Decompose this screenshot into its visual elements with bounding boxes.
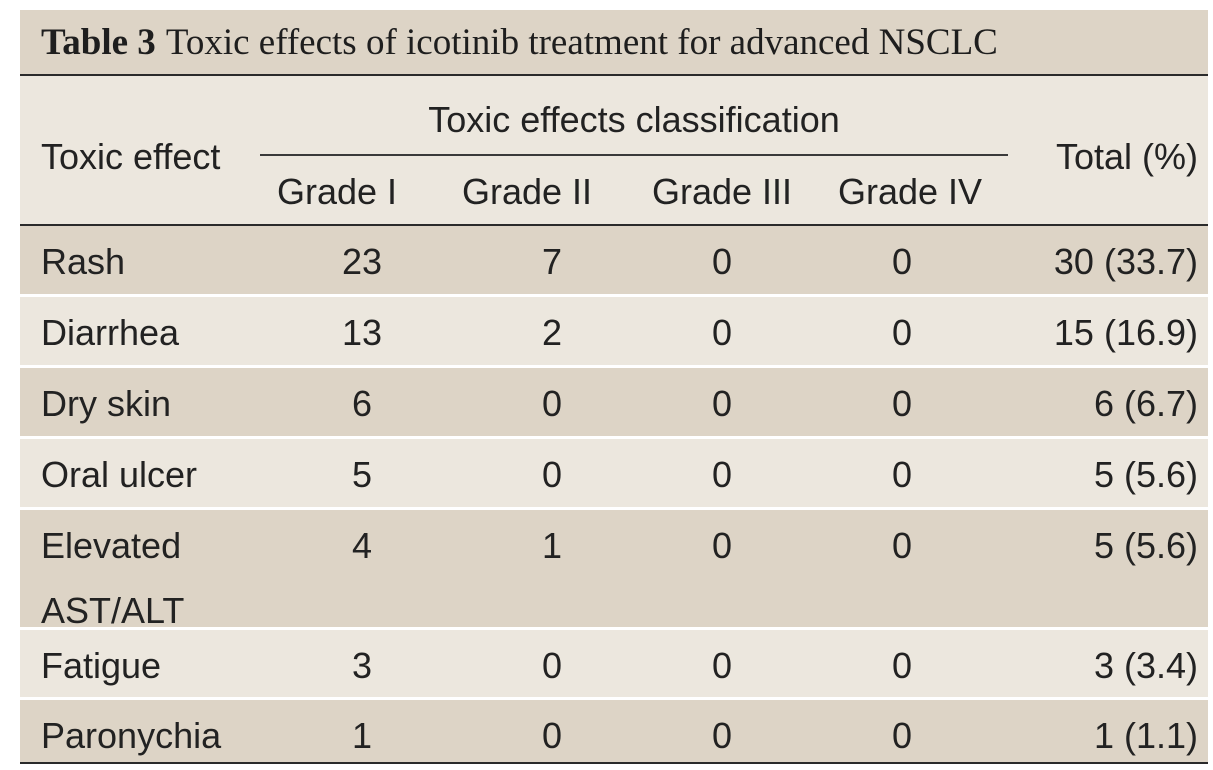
row-toxic-effect: Rash — [41, 241, 126, 282]
row-total: 15 (16.9) — [1053, 312, 1198, 353]
table-row: Diarrhea 13 2 0 0 15 (16.9) — [20, 297, 1208, 368]
table-header: Toxic effect Toxic effects classificatio… — [20, 76, 1208, 224]
table-row: Fatigue 3 0 0 0 3 (3.4) — [20, 630, 1208, 700]
table-number: Table 3 — [41, 21, 156, 63]
row-grade-1-count: 4 — [351, 525, 373, 566]
row-separator — [20, 436, 1208, 439]
row-grade-4-count: 0 — [891, 525, 913, 566]
header-grade-3: Grade III — [651, 171, 793, 212]
row-grade-4-count: 0 — [891, 715, 913, 756]
table-row: Oral ulcer 5 0 0 0 5 (5.6) — [20, 439, 1208, 510]
row-grade-4-count: 0 — [891, 645, 913, 686]
row-grade-3-count: 0 — [711, 645, 733, 686]
row-total: 5 (5.6) — [1093, 454, 1198, 495]
row-grade-3-count: 0 — [711, 312, 733, 353]
row-total: 5 (5.6) — [1093, 525, 1198, 566]
row-grade-4-count: 0 — [891, 383, 913, 424]
row-separator — [20, 294, 1208, 297]
row-grade-2-count: 0 — [541, 715, 563, 756]
table-caption: Table 3 Toxic effects of icotinib treatm… — [20, 10, 1208, 74]
row-grade-3-count: 0 — [711, 454, 733, 495]
row-grade-1-count: 5 — [351, 454, 373, 495]
header-toxic-effect: Toxic effect — [41, 136, 221, 177]
row-grade-2-count: 0 — [541, 645, 563, 686]
row-grade-2-count: 0 — [541, 454, 563, 495]
row-grade-2-count: 2 — [541, 312, 563, 353]
row-grade-3-count: 0 — [711, 525, 733, 566]
row-total: 1 (1.1) — [1093, 715, 1198, 756]
header-total: Total (%) — [1055, 136, 1198, 177]
row-grade-4-count: 0 — [891, 454, 913, 495]
table-row: Elevated AST/ALT 4 1 0 0 5 (5.6) — [20, 510, 1208, 631]
row-grade-2-count: 0 — [541, 383, 563, 424]
data-table: Table 3 Toxic effects of icotinib treatm… — [20, 10, 1208, 766]
table-row: Rash 23 7 0 0 30 (33.7) — [20, 226, 1208, 297]
row-toxic-effect: Fatigue — [41, 645, 162, 686]
header-grade-4: Grade IV — [837, 171, 983, 212]
row-grade-3-count: 0 — [711, 383, 733, 424]
header-rule — [20, 224, 1208, 226]
row-separator — [20, 627, 1208, 630]
row-separator — [20, 697, 1208, 700]
row-grade-4-count: 0 — [891, 241, 913, 282]
row-total: 6 (6.7) — [1093, 383, 1198, 424]
row-toxic-effect: AST/ALT — [41, 590, 185, 631]
table-row: Paronychia 1 0 0 0 1 (1.1) — [20, 700, 1208, 762]
table-row: Dry skin 6 0 0 0 6 (6.7) — [20, 368, 1208, 439]
row-separator — [20, 365, 1208, 368]
row-grade-2-count: 7 — [541, 241, 563, 282]
row-toxic-effect: Oral ulcer — [41, 454, 198, 495]
row-grade-1-count: 23 — [341, 241, 383, 282]
row-grade-4-count: 0 — [891, 312, 913, 353]
row-toxic-effect: Elevated — [41, 525, 182, 566]
row-grade-1-count: 6 — [351, 383, 373, 424]
row-toxic-effect: Diarrhea — [41, 312, 180, 353]
header-spanner: Toxic effects classification — [428, 99, 840, 140]
row-grade-1-count: 3 — [351, 645, 373, 686]
row-separator — [20, 507, 1208, 510]
row-total: 3 (3.4) — [1093, 645, 1198, 686]
header-grade-2: Grade II — [461, 171, 593, 212]
top-rule — [20, 74, 1208, 76]
row-grade-2-count: 1 — [541, 525, 563, 566]
table-title: Toxic effects of icotinib treatment for … — [165, 21, 998, 63]
header-grade-1: Grade I — [276, 171, 398, 212]
row-grade-1-count: 1 — [351, 715, 373, 756]
bottom-rule — [20, 762, 1208, 764]
row-grade-3-count: 0 — [711, 715, 733, 756]
row-toxic-effect: Paronychia — [41, 715, 222, 756]
spanner-rule — [260, 154, 1008, 156]
row-toxic-effect: Dry skin — [41, 383, 172, 424]
row-grade-3-count: 0 — [711, 241, 733, 282]
row-total: 30 (33.7) — [1053, 241, 1198, 282]
row-grade-1-count: 13 — [341, 312, 383, 353]
